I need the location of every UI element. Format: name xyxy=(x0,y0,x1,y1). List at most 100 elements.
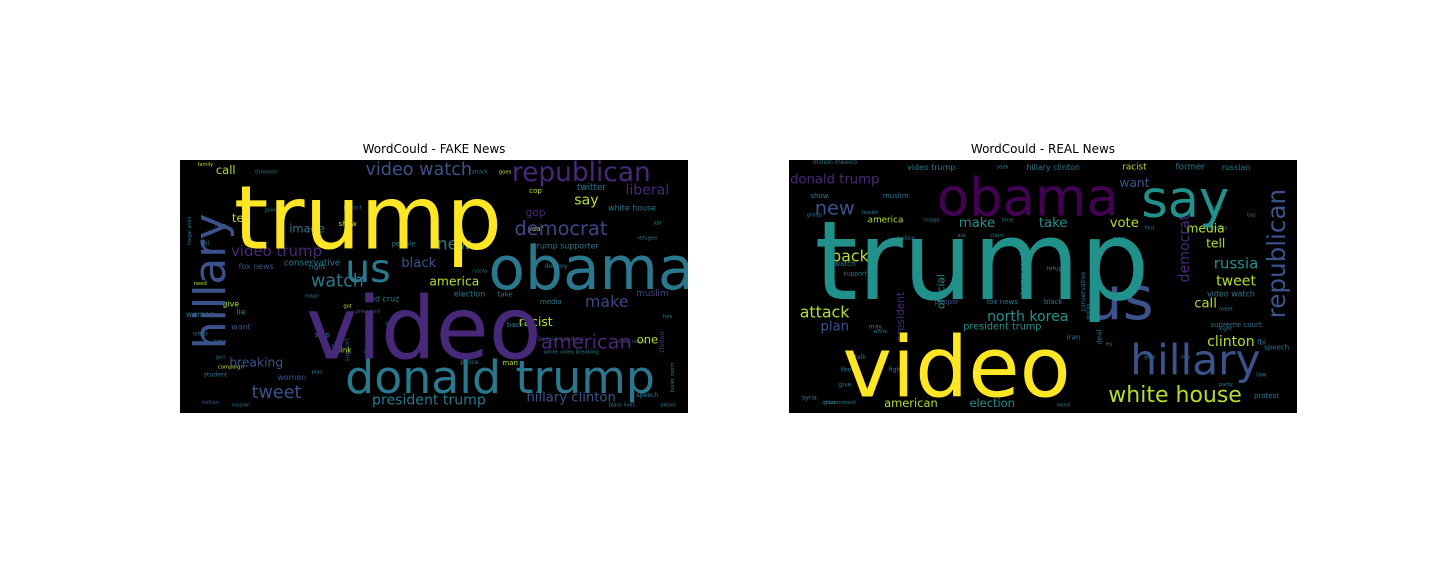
word-hes: hes xyxy=(663,314,673,320)
word-democrat: democrat xyxy=(1177,214,1193,282)
word-face: face xyxy=(215,223,226,229)
word-lie: lie xyxy=(236,307,245,316)
word-republican: republican xyxy=(1262,189,1291,319)
word-russia: russia xyxy=(472,268,487,274)
word-attack: attack xyxy=(800,302,851,321)
word-trump: trump xyxy=(815,197,1150,325)
word-fbi: fbi xyxy=(202,240,210,247)
word-watch: watch xyxy=(834,259,855,268)
word-leftist: leftist xyxy=(193,332,208,338)
word-top: top xyxy=(1247,213,1256,219)
word-video: video xyxy=(306,280,542,380)
wordcloud-panel-fake: WordCould - FAKE News illegal alien famil… xyxy=(180,142,688,414)
word-video-trump: video trump xyxy=(907,163,955,172)
word-gop: gop xyxy=(526,207,546,219)
word-refugee: refugee xyxy=(637,235,657,241)
word-us: us xyxy=(1085,264,1154,334)
word-leader: leader xyxy=(862,210,880,216)
word-election: election xyxy=(454,290,485,299)
word-fake-news: fake news xyxy=(619,339,646,345)
word-ask: ask xyxy=(363,349,373,355)
word-left: left xyxy=(332,343,344,352)
word-time: time xyxy=(1001,218,1013,224)
word-syria: syria xyxy=(802,394,817,401)
word-police: police xyxy=(897,235,915,242)
word-tweet: tweet xyxy=(1216,273,1256,289)
word-election: election xyxy=(969,396,1014,410)
word-vote: vote xyxy=(1110,216,1139,231)
word-destroy: destroy xyxy=(544,263,567,270)
word-illegal-alien: illegal alien xyxy=(187,217,193,246)
word-russian: russian xyxy=(1222,163,1251,172)
word-democrat: democrat xyxy=(515,217,608,240)
word-america: america xyxy=(429,274,479,288)
word-plan: plan xyxy=(820,319,848,334)
word-time: time xyxy=(215,339,227,345)
word-goes: goes xyxy=(499,170,512,176)
word-think: think xyxy=(334,345,353,354)
word-trump: trump xyxy=(234,167,502,270)
word-gun: gun xyxy=(216,354,226,360)
word-job: job xyxy=(653,220,663,226)
word-tweet: tweet xyxy=(252,383,302,403)
word-show: show xyxy=(339,219,357,228)
word-call: call xyxy=(1194,297,1217,312)
word-report: report xyxy=(343,205,362,212)
word-end: end xyxy=(1118,292,1131,301)
word-muslim: muslim xyxy=(636,289,668,299)
word-black: black xyxy=(1044,297,1064,306)
word-video-watch: video watch xyxy=(1207,290,1255,299)
wordcloud-svg: white leader group government seek state first… xyxy=(790,160,1291,413)
word-refugee: refugee xyxy=(1046,265,1070,272)
word-hillary-clinton: hillary clinton xyxy=(1026,163,1080,172)
word-president-trump: president trump xyxy=(963,321,1041,332)
word-china: china xyxy=(823,400,837,406)
word-us: us xyxy=(345,246,391,292)
word-stop: stop xyxy=(315,330,331,339)
word-president: president xyxy=(356,309,381,315)
word-say: say xyxy=(1141,171,1229,230)
word-seek: seek xyxy=(996,165,1009,171)
word-right: right xyxy=(1220,327,1232,333)
word-protest: protest xyxy=(1254,391,1279,400)
word-liberal: liberal xyxy=(625,182,669,198)
word-twitter: twitter xyxy=(577,183,606,193)
word-make: make xyxy=(585,292,628,311)
word-speech: speech xyxy=(1264,343,1289,352)
word-republican: republican xyxy=(512,160,651,188)
word-ask: ask xyxy=(957,233,967,239)
word-detail: detail xyxy=(660,402,675,408)
word-hillary-clinton: hillary clinton xyxy=(526,390,615,405)
word-may: may xyxy=(869,323,883,330)
word-going: going xyxy=(264,208,278,214)
word-congress: congress xyxy=(1204,225,1228,231)
word-back: back xyxy=(831,247,869,266)
word-one: one xyxy=(637,333,658,347)
word-family: family xyxy=(198,162,213,168)
word-make: make xyxy=(959,216,995,231)
word-man: man xyxy=(502,358,518,367)
word-black: black xyxy=(401,256,436,271)
word-obama: obama xyxy=(937,167,1119,228)
word-muslim: muslim xyxy=(883,191,909,200)
word-north-korea: north korea xyxy=(987,309,1068,325)
word-fox-news: fox news xyxy=(239,262,274,271)
word-support: support xyxy=(344,337,351,361)
word-one: one xyxy=(1113,234,1126,243)
word-official: official xyxy=(935,274,947,309)
word-police: police xyxy=(460,359,478,366)
word-russian: russian xyxy=(232,402,250,408)
word-people: people xyxy=(392,239,416,248)
word-media: media xyxy=(1186,221,1224,235)
word-hillary: hillary xyxy=(185,214,236,350)
word-show: show xyxy=(810,191,828,200)
word-bernie-sanders: bernie sanders xyxy=(1018,242,1027,295)
word-liberal: liberal xyxy=(840,366,859,373)
word-got: got xyxy=(343,304,352,310)
word-group: group xyxy=(807,213,823,219)
word-million: million xyxy=(202,400,220,406)
word-threaten: threaten xyxy=(255,170,278,176)
word-clinton: clinton xyxy=(659,332,666,353)
word-hillary: hillary xyxy=(1130,335,1260,384)
word-give: give xyxy=(222,300,239,309)
